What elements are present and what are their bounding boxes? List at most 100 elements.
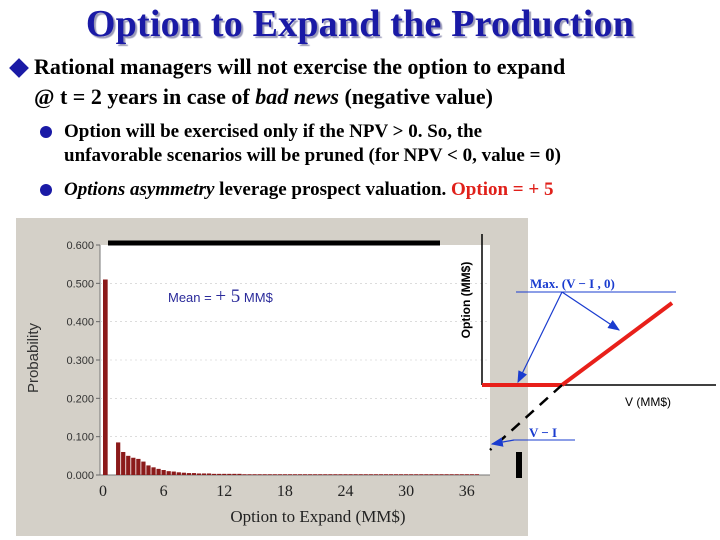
v-minus-i-arrow	[490, 437, 515, 447]
payoff-y-label: Option (MM$)	[459, 262, 473, 339]
histogram-bar	[121, 452, 126, 475]
histogram-bar	[181, 472, 186, 475]
histogram-bar	[206, 473, 212, 475]
y-tick-label: 0.600	[66, 240, 94, 252]
histogram-bar	[363, 474, 368, 475]
x-tick-label: 30	[398, 483, 414, 500]
histogram-bar	[156, 468, 161, 475]
y-tick-label: 0.400	[66, 317, 94, 329]
histogram-bar	[398, 474, 404, 475]
histogram-bar	[444, 474, 449, 475]
dot-bullet-icon	[40, 183, 52, 196]
main-bullet: Rational managers will not exercise the …	[6, 52, 716, 112]
histogram-bar	[166, 471, 171, 475]
sub-bullet-exercise: Option will be exercised only if the NPV…	[40, 120, 710, 168]
histogram-bar	[368, 474, 373, 475]
histogram-bar	[434, 474, 439, 475]
histogram-bar	[116, 442, 121, 475]
max-arrow-left	[517, 291, 563, 384]
histogram-bar	[171, 471, 176, 475]
histogram-bar	[191, 473, 197, 475]
histogram-bar	[308, 474, 313, 475]
slide-title: Option to Expand the Production	[85, 3, 635, 45]
histogram-bar	[186, 473, 192, 475]
histogram-bar	[201, 473, 207, 475]
x-tick-label: 12	[216, 483, 232, 500]
histogram-bar	[212, 473, 217, 475]
histogram-bar	[323, 474, 328, 475]
y-tick-label: 0.500	[66, 278, 94, 290]
histogram-bar	[126, 455, 131, 475]
histogram-bar	[383, 474, 389, 475]
histogram-bar	[404, 474, 409, 475]
histogram-bar	[103, 279, 108, 475]
x-tick-label: 18	[277, 483, 293, 500]
histogram-bar	[267, 474, 272, 475]
histogram-bar	[378, 474, 384, 475]
histogram-bar	[302, 474, 308, 475]
histogram-bar	[474, 474, 480, 475]
dot-bullet-icon	[40, 125, 52, 138]
histogram-bar	[282, 474, 288, 475]
histogram-bar	[262, 474, 267, 475]
histogram-bar	[449, 474, 454, 475]
histogram-bar	[292, 474, 298, 475]
histogram-bar	[297, 474, 303, 475]
sub-bullet-asymmetry: Options asymmetry leverage prospect valu…	[40, 178, 710, 202]
payoff-rising-segment	[560, 301, 674, 387]
histogram-bar	[257, 474, 262, 475]
histogram-bar	[242, 474, 247, 475]
histogram-bar	[439, 474, 444, 475]
histogram-bar	[161, 470, 166, 475]
histogram-bar	[252, 474, 257, 475]
x-tick-label: 0	[99, 483, 107, 500]
histogram-bar	[429, 474, 434, 475]
histogram-bar	[247, 474, 252, 475]
y-tick-label: 0.000	[66, 470, 94, 482]
main-bullet-line2: @ t = 2 years in case of bad news (negat…	[34, 84, 493, 109]
histogram-y-label: Probability	[25, 322, 42, 393]
histogram-bar	[237, 473, 242, 475]
y-tick-label: 0.100	[66, 432, 94, 444]
histogram-bar	[414, 474, 419, 475]
histogram-x-label: Option to Expand (MM$)	[230, 507, 405, 526]
histogram-bar	[333, 474, 338, 475]
histogram-bar	[146, 465, 151, 475]
x-tick-label: 36	[459, 483, 475, 500]
histogram-bar	[141, 461, 146, 475]
histogram-bar	[313, 474, 318, 475]
histogram-bar	[343, 474, 348, 475]
histogram-bar	[469, 474, 474, 475]
histogram-bar	[388, 474, 394, 475]
histogram-bar	[409, 474, 414, 475]
max-formula-label: Max. (V − I , 0)	[530, 276, 615, 291]
histogram-bar	[353, 474, 358, 475]
y-tick-label: 0.300	[66, 355, 94, 367]
histogram-bar	[373, 474, 378, 475]
histogram-bar	[272, 474, 277, 475]
histogram-mean-annotation: Mean = + 5 MM$	[168, 286, 274, 307]
histogram-bar	[393, 474, 399, 475]
max-arrow-right	[561, 291, 620, 331]
histogram-bar	[348, 474, 353, 475]
y-tick-label: 0.200	[66, 393, 94, 405]
histogram-bar	[277, 474, 282, 475]
histogram-bar	[287, 474, 293, 475]
histogram-bar	[318, 474, 323, 475]
histogram-bar	[196, 473, 202, 475]
histogram-bar	[232, 473, 237, 475]
histogram-bar	[136, 458, 141, 475]
histogram-bar	[464, 474, 469, 475]
histogram-bar	[151, 467, 156, 475]
histogram-bar	[131, 457, 136, 475]
histogram-bar	[424, 474, 429, 475]
histogram-bar	[338, 474, 343, 475]
x-tick-label: 24	[338, 483, 354, 500]
x-tick-label: 6	[160, 483, 168, 500]
histogram-bar	[358, 474, 363, 475]
histogram-bar	[217, 473, 222, 475]
histogram-bar	[419, 474, 424, 475]
histogram-bar	[328, 474, 333, 475]
v-minus-i-label: V − I	[529, 425, 557, 440]
